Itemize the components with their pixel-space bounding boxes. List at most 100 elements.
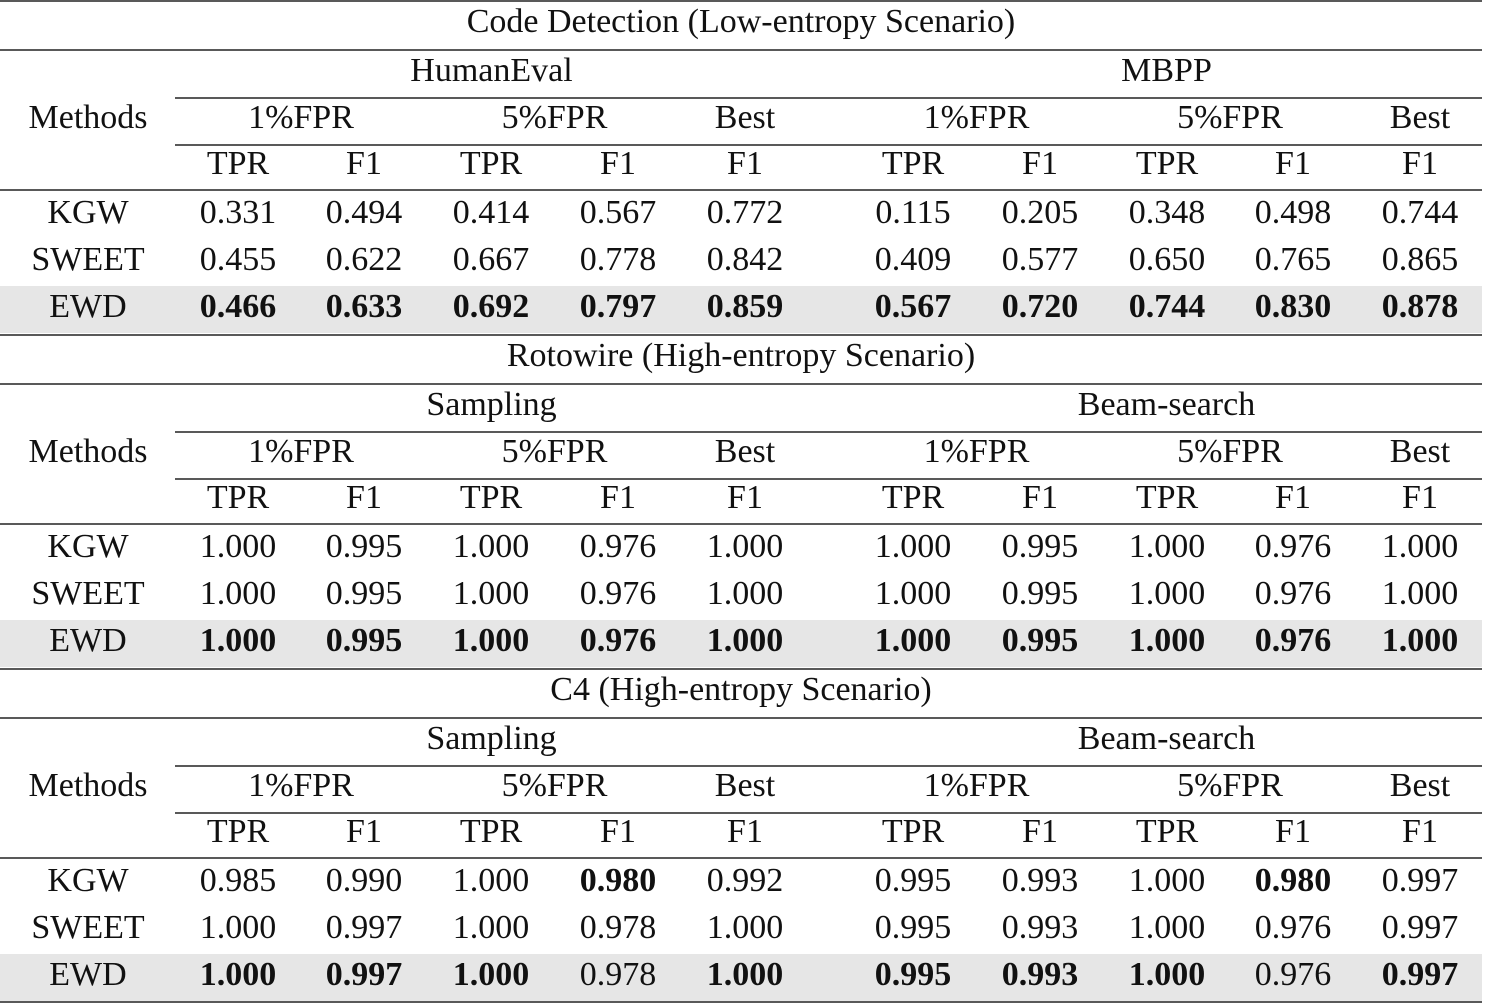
metric-header: F1 <box>1022 813 1058 850</box>
cell-value: 1.000 <box>200 575 277 612</box>
subgroup-header: 5%FPR <box>502 767 608 804</box>
metric-header: F1 <box>727 145 763 182</box>
row-highlight <box>0 620 1482 667</box>
cell-value: 0.995 <box>1002 528 1079 565</box>
method-label: EWD <box>49 956 126 993</box>
metric-header: F1 <box>600 145 636 182</box>
metric-header: F1 <box>346 479 382 516</box>
cell-value: 0.997 <box>1382 956 1459 993</box>
cell-value: 1.000 <box>200 956 277 993</box>
metric-header: F1 <box>727 479 763 516</box>
cell-value: 1.000 <box>707 575 784 612</box>
cell-value: 0.744 <box>1382 194 1459 231</box>
cell-value: 0.778 <box>580 241 657 278</box>
cell-value: 1.000 <box>453 528 530 565</box>
subgroup-header: 5%FPR <box>1177 433 1283 470</box>
cell-value: 0.976 <box>1255 956 1332 993</box>
cell-value: 0.995 <box>1002 575 1079 612</box>
group-header: Sampling <box>426 386 556 423</box>
cell-value: 0.997 <box>1382 909 1459 946</box>
group-header: Sampling <box>426 720 556 757</box>
metric-header: TPR <box>1136 813 1199 850</box>
row-highlight <box>0 286 1482 333</box>
cell-value: 0.720 <box>1002 288 1079 325</box>
metric-header: F1 <box>600 813 636 850</box>
subgroup-header: Best <box>715 433 776 470</box>
cell-value: 0.498 <box>1255 194 1332 231</box>
cell-value: 0.976 <box>580 575 657 612</box>
cell-value: 0.577 <box>1002 241 1079 278</box>
subgroup-header: Best <box>1390 433 1451 470</box>
cell-value: 0.765 <box>1255 241 1332 278</box>
subgroup-header: 5%FPR <box>502 433 608 470</box>
cell-value: 0.993 <box>1002 909 1079 946</box>
subgroup-header: 1%FPR <box>924 767 1030 804</box>
metric-header: F1 <box>1402 813 1438 850</box>
cell-value: 1.000 <box>1129 528 1206 565</box>
metric-header: TPR <box>207 479 270 516</box>
metric-header: TPR <box>207 145 270 182</box>
group-header: MBPP <box>1121 52 1212 89</box>
cell-value: 0.772 <box>707 194 784 231</box>
cell-value: 0.995 <box>326 575 403 612</box>
cell-value: 0.414 <box>453 194 530 231</box>
section-title: C4 (High-entropy Scenario) <box>550 671 931 708</box>
metric-header: TPR <box>1136 145 1199 182</box>
cell-value: 0.667 <box>453 241 530 278</box>
method-label: EWD <box>49 622 126 659</box>
cell-value: 0.976 <box>1255 575 1332 612</box>
cell-value: 0.842 <box>707 241 784 278</box>
cell-value: 0.995 <box>875 956 952 993</box>
subgroup-header: 5%FPR <box>1177 767 1283 804</box>
cell-value: 1.000 <box>453 622 530 659</box>
metric-header: F1 <box>600 479 636 516</box>
metric-header: TPR <box>882 145 945 182</box>
metric-header: TPR <box>882 479 945 516</box>
cell-value: 0.995 <box>875 909 952 946</box>
cell-value: 1.000 <box>200 528 277 565</box>
subgroup-header: 1%FPR <box>248 767 354 804</box>
cell-value: 0.865 <box>1382 241 1459 278</box>
cell-value: 0.976 <box>1255 909 1332 946</box>
cell-value: 0.409 <box>875 241 952 278</box>
metric-header: F1 <box>346 145 382 182</box>
metric-header: F1 <box>1275 813 1311 850</box>
cell-value: 1.000 <box>875 622 952 659</box>
group-header: HumanEval <box>410 52 572 89</box>
cell-value: 1.000 <box>453 575 530 612</box>
metric-header: TPR <box>207 813 270 850</box>
cell-value: 0.993 <box>1002 862 1079 899</box>
cell-value: 0.692 <box>453 288 530 325</box>
group-header: Beam-search <box>1078 386 1255 423</box>
cell-value: 0.995 <box>875 862 952 899</box>
cell-value: 1.000 <box>1382 622 1459 659</box>
cell-value: 0.976 <box>580 528 657 565</box>
cell-value: 1.000 <box>707 956 784 993</box>
cell-value: 0.985 <box>200 862 277 899</box>
metric-header: F1 <box>346 813 382 850</box>
cell-value: 0.995 <box>1002 622 1079 659</box>
cell-value: 0.978 <box>580 956 657 993</box>
cell-value: 0.997 <box>326 909 403 946</box>
metric-header: F1 <box>1402 145 1438 182</box>
cell-value: 0.494 <box>326 194 403 231</box>
subgroup-header: 5%FPR <box>1177 99 1283 136</box>
metric-header: F1 <box>1402 479 1438 516</box>
method-label: EWD <box>49 288 126 325</box>
cell-value: 1.000 <box>875 575 952 612</box>
method-label: SWEET <box>31 909 145 946</box>
cell-value: 0.466 <box>200 288 277 325</box>
cell-value: 1.000 <box>707 909 784 946</box>
cell-value: 0.830 <box>1255 288 1332 325</box>
subgroup-header: Best <box>1390 767 1451 804</box>
cell-value: 1.000 <box>453 956 530 993</box>
group-header: Beam-search <box>1078 720 1255 757</box>
methods-header: Methods <box>29 99 148 136</box>
cell-value: 0.993 <box>1002 956 1079 993</box>
subgroup-header: Best <box>715 99 776 136</box>
cell-value: 1.000 <box>1129 622 1206 659</box>
subgroup-header: Best <box>715 767 776 804</box>
row-highlight <box>0 954 1482 1001</box>
methods-header: Methods <box>29 767 148 804</box>
